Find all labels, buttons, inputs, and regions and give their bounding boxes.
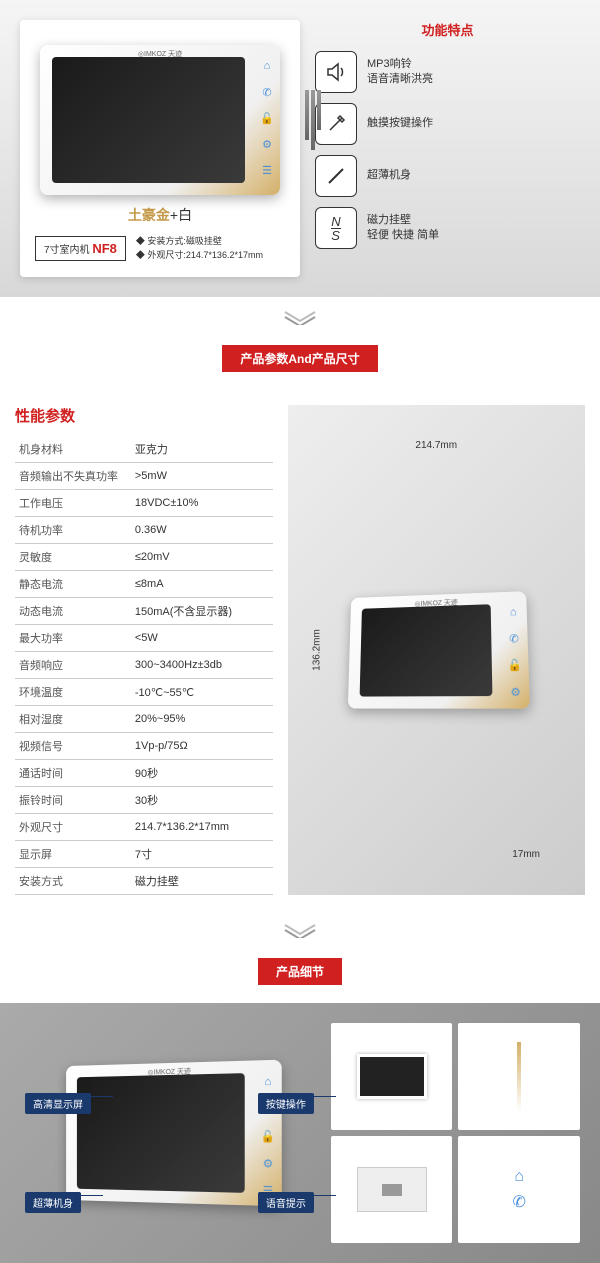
- spec-row: 振铃时间30秒: [15, 787, 273, 814]
- detail-thumbnails: ⌂✆: [331, 1023, 580, 1243]
- spec-table: 性能参数 机身材料亚克力音频输出不失真功率>5mW工作电压18VDC±10%待机…: [15, 405, 273, 895]
- details-section: ◎IMKOZ 天迹 ⌂✆🔓⚙☰ 高清显示屏 超薄机身 按键操作 语音提示 ⌂✆: [0, 1003, 600, 1263]
- spec-row: 环境温度-10℃~55℃: [15, 679, 273, 706]
- feature-item: 触摸按键操作: [315, 103, 580, 145]
- features-column: 功能特点 MP3响铃语音清晰洪亮 触摸按键操作 超薄机身 NS 磁力挂壁轻便 快…: [315, 20, 580, 277]
- slim-icon: [315, 155, 357, 197]
- thumb-back: [331, 1136, 453, 1243]
- detail-main-view: ◎IMKOZ 天迹 ⌂✆🔓⚙☰ 高清显示屏 超薄机身 按键操作 语音提示: [20, 1023, 319, 1243]
- thumb-icons: ⌂✆: [458, 1136, 580, 1243]
- specs-section: 性能参数 机身材料亚克力音频输出不失真功率>5mW工作电压18VDC±10%待机…: [0, 390, 600, 910]
- spec-row: 灵敏度≤20mV: [15, 544, 273, 571]
- spec-row: 工作电压18VDC±10%: [15, 490, 273, 517]
- spec-row: 外观尺寸214.7*136.2*17mm: [15, 814, 273, 841]
- section-divider: [0, 910, 600, 950]
- feature-item: 超薄机身: [315, 155, 580, 197]
- color-label: 土豪金+白: [35, 205, 285, 225]
- callout-buttons: 按键操作: [258, 1093, 314, 1114]
- callout-display: 高清显示屏: [25, 1093, 91, 1114]
- feature-item: NS 磁力挂壁轻便 快捷 简单: [315, 207, 580, 249]
- product-card: ◎IMKOZ 天迹 ⌂✆🔓⚙☰ 土豪金+白 7寸室内机 NF8 ◆ 安装方式:磁…: [20, 20, 300, 277]
- section-divider: [0, 297, 600, 337]
- spec-row: 视频信号1Vp-p/75Ω: [15, 733, 273, 760]
- features-title: 功能特点: [315, 20, 580, 39]
- section-title: 产品细节: [258, 958, 342, 985]
- mini-specs: ◆ 安装方式:磁吸挂壁 ◆ 外观尺寸:214.7*136.2*17mm: [136, 235, 263, 262]
- section-title: 产品参数And产品尺寸: [222, 345, 377, 372]
- dimension-diagram: 214.7mm 136.2mm 17mm ◎IMKOZ 天迹 ⌂✆🔓⚙: [288, 405, 586, 895]
- spec-row: 音频输出不失真功率>5mW: [15, 463, 273, 490]
- spec-row: 安装方式磁力挂壁: [15, 868, 273, 895]
- spec-row: 最大功率<5W: [15, 625, 273, 652]
- model-badge: 7寸室内机 NF8: [35, 236, 126, 261]
- callout-voice: 语音提示: [258, 1192, 314, 1213]
- thumb-front: [331, 1023, 453, 1130]
- thumb-edge: [458, 1023, 580, 1130]
- hero-section: ◎IMKOZ 天迹 ⌂✆🔓⚙☰ 土豪金+白 7寸室内机 NF8 ◆ 安装方式:磁…: [0, 0, 600, 297]
- callout-slim: 超薄机身: [25, 1192, 81, 1213]
- arrow-indicator: [305, 90, 321, 150]
- device-side-icons: ⌂✆🔓⚙☰: [260, 60, 274, 178]
- spec-row: 动态电流150mA(不含显示器): [15, 598, 273, 625]
- magnet-icon: NS: [315, 207, 357, 249]
- device-mockup: ◎IMKOZ 天迹 ⌂✆🔓⚙☰: [40, 45, 280, 195]
- spec-row: 待机功率0.36W: [15, 517, 273, 544]
- spec-row: 显示屏7寸: [15, 841, 273, 868]
- spec-row: 机身材料亚克力: [15, 436, 273, 463]
- device-brand: ◎IMKOZ 天迹: [138, 49, 182, 59]
- feature-item: MP3响铃语音清晰洪亮: [315, 51, 580, 93]
- spec-row: 相对湿度20%~95%: [15, 706, 273, 733]
- touch-icon: [315, 103, 357, 145]
- spec-row: 音频响应300~3400Hz±3db: [15, 652, 273, 679]
- spec-row: 通话时间90秒: [15, 760, 273, 787]
- speaker-icon: [315, 51, 357, 93]
- spec-row: 静态电流≤8mA: [15, 571, 273, 598]
- spec-table-title: 性能参数: [15, 405, 273, 426]
